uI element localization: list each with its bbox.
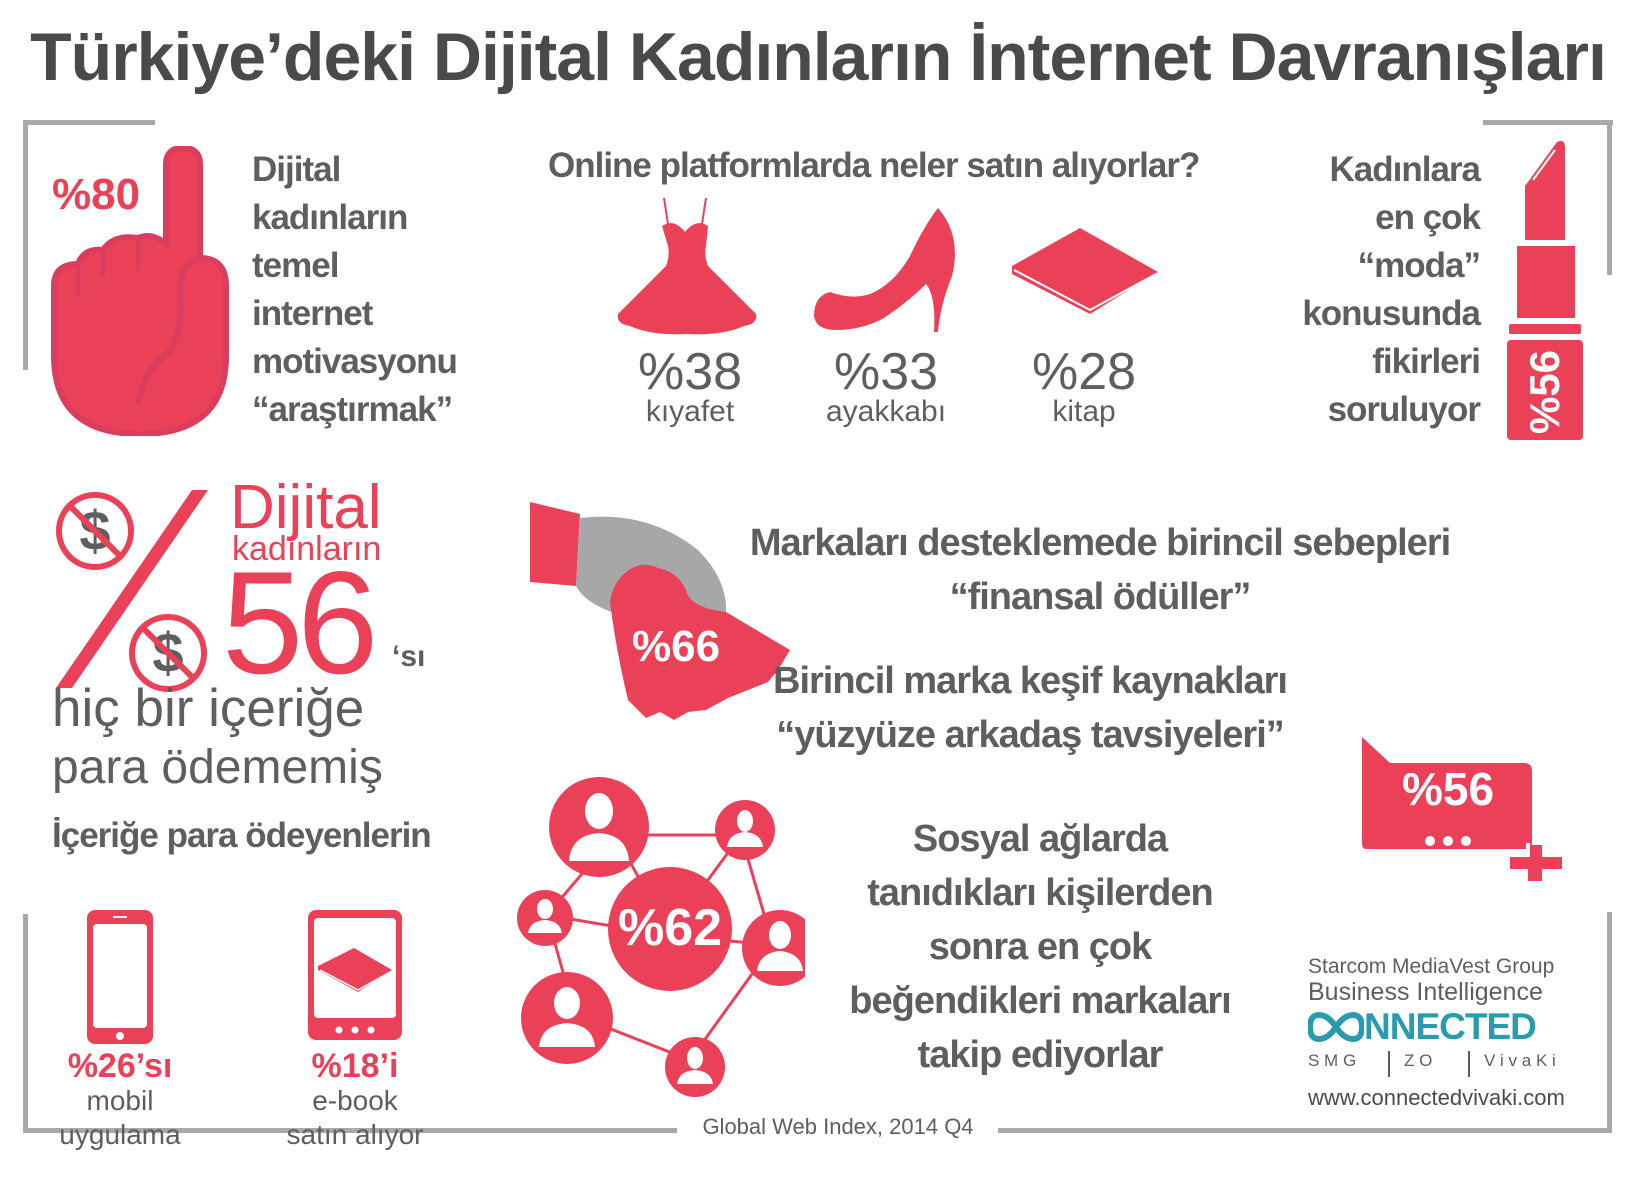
no-dollar-icon: $ xyxy=(54,490,136,572)
brand-discovery-percent: %56 xyxy=(1401,763,1495,815)
percent-slash xyxy=(52,490,212,690)
logo-partners: S M G Z O V i v a K i xyxy=(1308,1051,1588,1077)
speech-bubble-icon xyxy=(1360,735,1590,885)
frame-bottom-right-v xyxy=(1607,912,1612,1133)
frame-top-left-v xyxy=(23,120,28,370)
no-payment-number: 56 xyxy=(222,541,378,704)
paying-percent: %26’sı xyxy=(67,1047,173,1085)
frame-top-right-v xyxy=(1607,120,1612,275)
connected-wordmark: NNECTED xyxy=(1364,1006,1537,1047)
frame-top-left-h xyxy=(23,120,155,125)
motivation-line: internet xyxy=(252,294,373,333)
purchase-item-shoes: %33 ayakkabı xyxy=(816,343,956,428)
fashion-percent: %56 xyxy=(1521,349,1568,435)
fashion-line: “moda” xyxy=(1357,246,1481,285)
purchase-percent: %38 xyxy=(637,343,743,401)
brand-discovery-line1: Birincil marka keşif kaynakları xyxy=(773,660,1288,702)
motivation-percent: %80 xyxy=(52,170,141,219)
pointing-hand-icon xyxy=(48,146,234,436)
no-dollar-icon: $ xyxy=(127,612,209,694)
paying-label: uygulama xyxy=(59,1119,181,1150)
purchase-percent: %28 xyxy=(1031,343,1137,401)
partner-zo: Z O xyxy=(1404,1051,1433,1070)
logo-line1: Starcom MediaVest Group xyxy=(1308,955,1555,978)
no-payment-line2: kadınların xyxy=(232,530,382,568)
motivation-line: “araştırmak” xyxy=(252,390,453,429)
brand-discovery-line2: “yüzyüze arkadaş tavsiyeleri” xyxy=(776,714,1285,756)
logo-url[interactable]: www.connectedvivaki.com xyxy=(1308,1085,1565,1110)
social-percent: %62 xyxy=(617,899,723,957)
paying-item-mobile: %26’sı mobil uygulama xyxy=(40,1048,200,1152)
paying-item-ebook: %18’i e-book satın alıyor xyxy=(265,1048,445,1152)
online-purchases-heading: Online platformlarda neler satın alıyorl… xyxy=(548,146,1200,185)
fashion-line: konusunda xyxy=(1302,294,1481,333)
logo-block: Starcom MediaVest Group Business Intelli… xyxy=(1308,955,1588,1111)
purchase-item-clothing: %38 kıyafet xyxy=(630,343,750,428)
fashion-line: fikirleri xyxy=(1372,342,1481,381)
no-payment-suffix: ‘sı xyxy=(392,640,426,673)
partner-divider xyxy=(1468,1051,1470,1077)
high-heel-icon xyxy=(812,206,962,336)
fashion-line: soruluyor xyxy=(1327,390,1481,429)
social-text: Sosyal ağlarda tanıdıkları kişilerden so… xyxy=(830,812,1250,1082)
book-icon xyxy=(1010,226,1160,316)
no-payment-line3: hiç bir içeriğe xyxy=(52,679,365,738)
partner-smg: S M G xyxy=(1308,1051,1357,1070)
fashion-line: Kadınlara xyxy=(1329,150,1482,189)
social-network-icon xyxy=(515,775,805,1105)
purchase-label: kıyafet xyxy=(645,395,735,428)
infinity-icon xyxy=(1308,1012,1364,1042)
motivation-line: Dijital xyxy=(252,150,341,189)
no-payment-line4: para ödememiş xyxy=(52,741,383,794)
social-line: takip ediyorlar xyxy=(917,1034,1164,1076)
purchase-item-book: %28 kitap xyxy=(1024,343,1144,428)
social-line: tanıdıkları kişilerden xyxy=(867,872,1213,914)
no-payment-line1: Dijital xyxy=(230,473,382,542)
motivation-line: motivasyonu xyxy=(252,342,458,381)
social-line: beğendikleri markaları xyxy=(849,980,1231,1022)
frame-bottom-h-left xyxy=(23,1128,677,1133)
paying-label: e-book xyxy=(312,1085,398,1116)
purchase-label: ayakkabı xyxy=(825,395,947,428)
motivation-line: kadınların xyxy=(252,198,408,237)
ebook-tablet-icon xyxy=(306,908,404,1042)
frame-bottom-left-v xyxy=(23,914,28,1132)
paying-label: mobil xyxy=(86,1085,154,1116)
frame-top-right-h xyxy=(1483,120,1613,125)
page-title: Türkiye’deki Dijital Kadınların İnternet… xyxy=(30,19,1607,95)
frame-bottom-h-right xyxy=(998,1128,1612,1133)
purchase-percent: %33 xyxy=(833,343,939,401)
purchase-label: kitap xyxy=(1052,395,1116,428)
smartphone-icon xyxy=(85,908,155,1046)
connected-logo: NNECTED xyxy=(1308,1006,1588,1047)
logo-line2: Business Intelligence xyxy=(1308,978,1543,1006)
lipstick-icon xyxy=(1505,136,1585,442)
fashion-text: Kadınlara en çok “moda” konusunda fikirl… xyxy=(1240,146,1482,434)
paying-percent: %18’i xyxy=(311,1047,399,1085)
social-line: Sosyal ağlarda xyxy=(912,818,1168,860)
brand-support-line1: Markaları desteklemede birincil sebepler… xyxy=(749,522,1451,564)
social-line: sonra en çok xyxy=(928,926,1152,968)
money-handover-icon xyxy=(528,500,808,720)
paying-heading: İçeriğe para ödeyenlerin xyxy=(52,816,432,855)
brand-support-line2: “finansal ödüller” xyxy=(949,576,1252,618)
paying-label: satın alıyor xyxy=(286,1119,424,1150)
fashion-line: en çok xyxy=(1375,198,1481,237)
motivation-line: temel xyxy=(252,246,339,285)
motivation-text: Dijital kadınların temel internet motiva… xyxy=(252,146,458,434)
brand-support-percent: %66 xyxy=(632,622,721,671)
source-note: Global Web Index, 2014 Q4 xyxy=(702,1114,974,1139)
partner-divider xyxy=(1388,1051,1390,1077)
partner-vivaki: V i v a K i xyxy=(1484,1051,1556,1070)
dress-icon xyxy=(612,196,762,336)
